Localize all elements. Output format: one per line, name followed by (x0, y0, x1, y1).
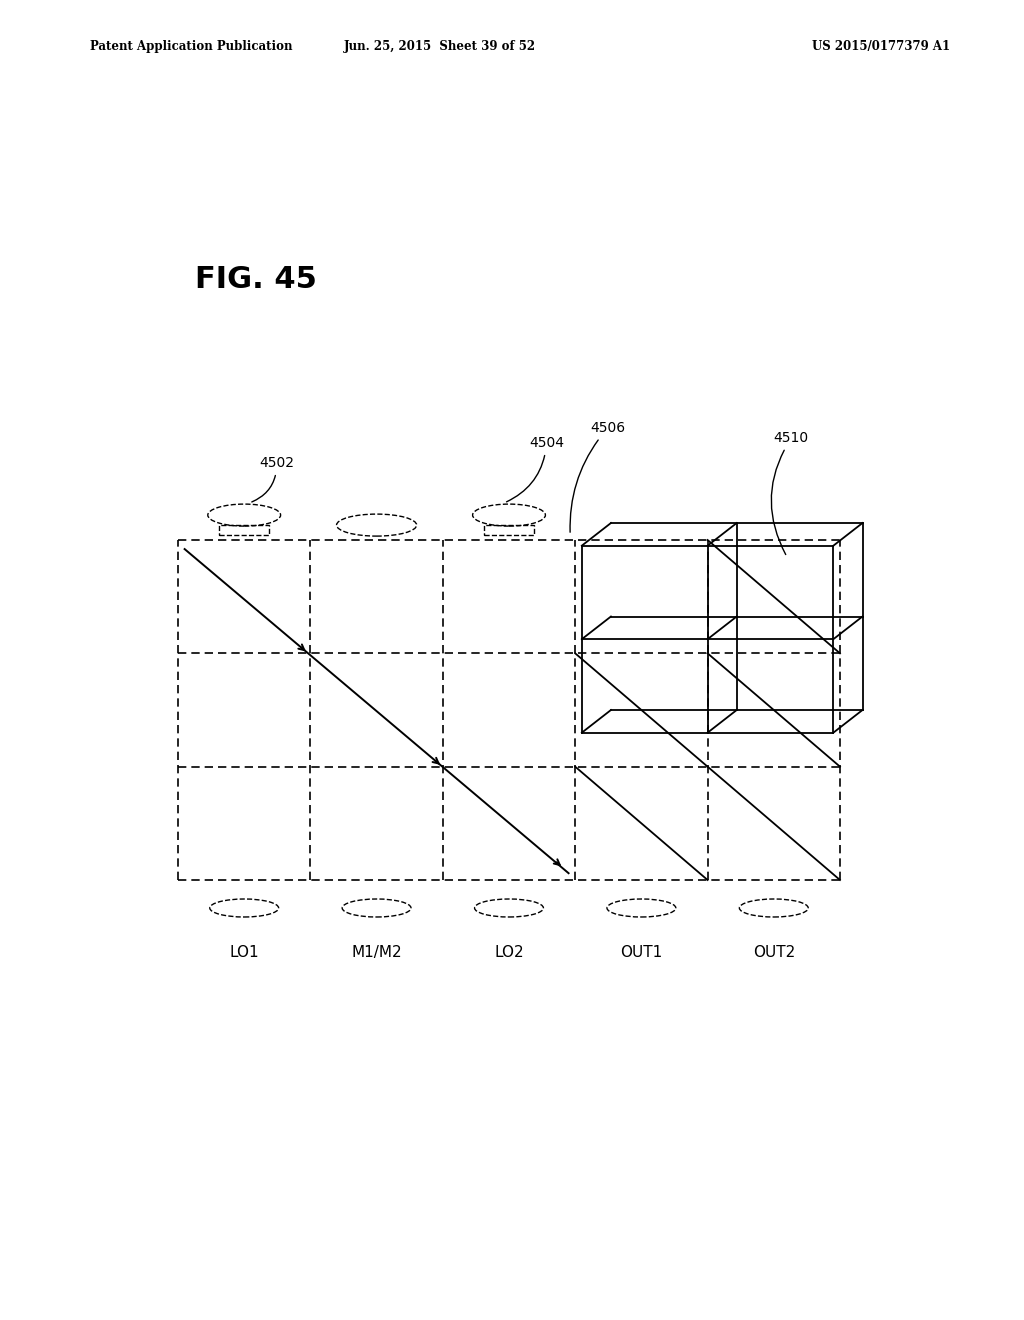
Text: FIG. 45: FIG. 45 (195, 265, 316, 294)
Text: 4502: 4502 (252, 455, 294, 502)
Text: 4504: 4504 (507, 436, 564, 502)
Bar (484, 525, 535, 535)
Bar (219, 525, 269, 535)
Text: 4510: 4510 (771, 432, 809, 554)
Text: Jun. 25, 2015  Sheet 39 of 52: Jun. 25, 2015 Sheet 39 of 52 (344, 40, 536, 53)
Text: M1/M2: M1/M2 (351, 945, 401, 960)
Text: LO1: LO1 (229, 945, 259, 960)
Text: LO2: LO2 (495, 945, 524, 960)
Text: Patent Application Publication: Patent Application Publication (90, 40, 293, 53)
Text: 4506: 4506 (570, 421, 626, 532)
Text: OUT2: OUT2 (753, 945, 795, 960)
Text: US 2015/0177379 A1: US 2015/0177379 A1 (812, 40, 950, 53)
Text: OUT1: OUT1 (621, 945, 663, 960)
